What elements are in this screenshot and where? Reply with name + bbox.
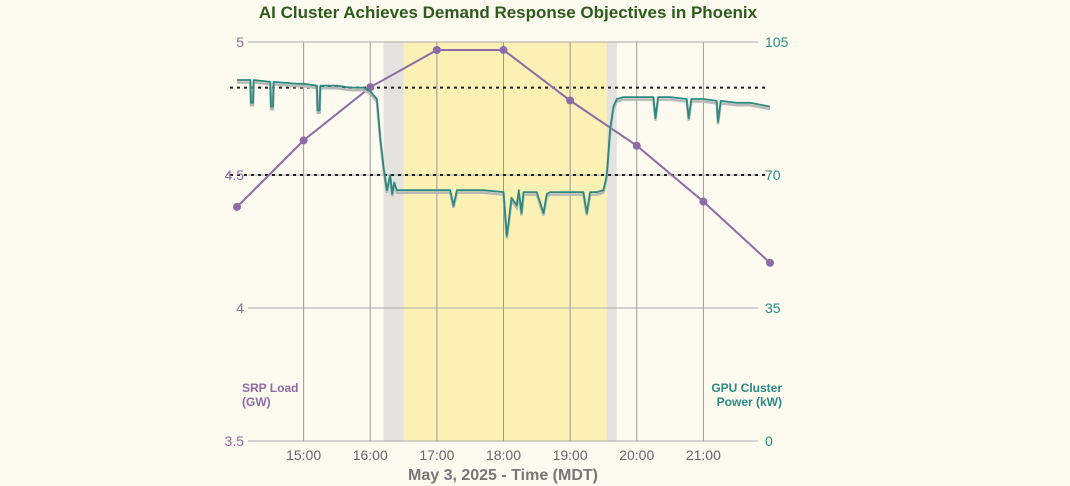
srp-load-point-7 (699, 197, 708, 206)
series-layer (233, 45, 774, 267)
chart-title: AI Cluster Achieves Demand Response Obje… (259, 3, 758, 22)
right-axis-label-line2: Power (kW) (717, 395, 782, 409)
x-tick-label-4: 19:00 (553, 447, 588, 463)
left-tick-label-1: 4.5 (225, 167, 245, 183)
shaded-regions (383, 42, 617, 441)
x-tick-label-0: 15:00 (286, 447, 321, 463)
left-axis-label-line1: SRP Load (242, 381, 298, 395)
series-line-gpu-power (237, 79, 771, 237)
reference-lines (230, 86, 766, 176)
shade-transition-start (383, 42, 404, 441)
right-tick-label-1: 70 (765, 167, 781, 183)
left-axis-label-line2: (GW) (242, 395, 271, 409)
left-tick-label-3: 3.5 (225, 433, 245, 449)
srp-load-point-1 (299, 136, 308, 145)
left-tick-label-2: 4 (236, 300, 244, 316)
x-tick-label-6: 21:00 (686, 447, 721, 463)
srp-load-point-0 (233, 202, 241, 211)
right-tick-label-0: 105 (765, 34, 789, 50)
grid (248, 41, 758, 442)
right-tick-label-3: 0 (765, 433, 773, 449)
x-tick-label-2: 17:00 (419, 447, 454, 463)
srp-load-point-8 (766, 258, 774, 267)
right-axis-label-line1: GPU Cluster (711, 381, 782, 395)
x-tick-label-1: 16:00 (353, 447, 388, 463)
shade-event-window (403, 42, 607, 441)
x-tick-label-3: 18:00 (486, 447, 521, 463)
x-axis-label: May 3, 2025 - Time (MDT) (408, 467, 598, 484)
left-tick-label-0: 5 (236, 34, 244, 50)
srp-load-point-4 (499, 45, 508, 54)
x-tick-label-5: 20:00 (619, 447, 654, 463)
srp-load-point-6 (632, 141, 641, 150)
right-tick-label-2: 35 (765, 300, 781, 316)
srp-load-point-5 (566, 96, 575, 105)
axes: 5 4.5 4 3.5 105 70 35 0 15:00 16:00 17:00 18:00 19:0… (225, 34, 789, 463)
srp-load-point-3 (432, 45, 441, 54)
shade-transition-end (606, 42, 617, 441)
